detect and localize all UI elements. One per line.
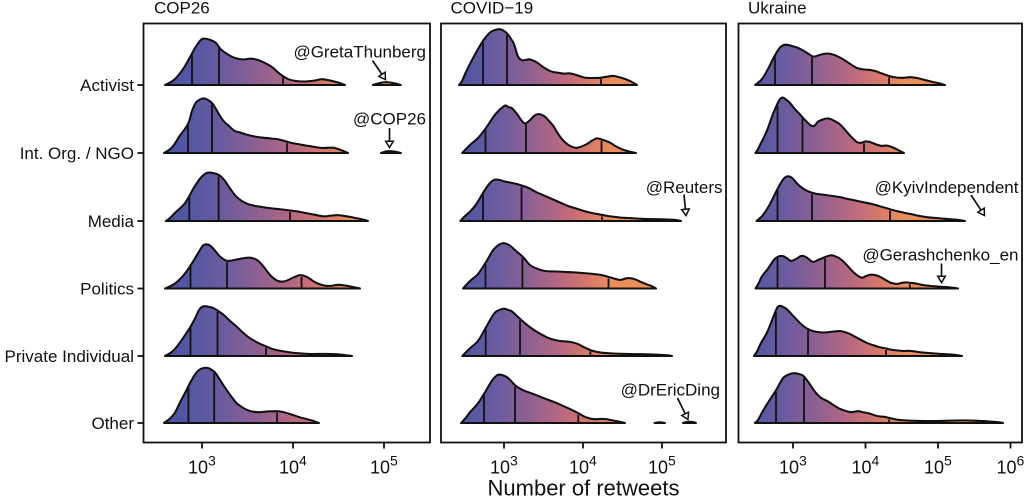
svg-text:@DrEricDing: @DrEricDing <box>621 381 720 400</box>
svg-text:Media: Media <box>88 212 135 231</box>
svg-text:Number of retweets: Number of retweets <box>488 476 680 500</box>
svg-text:Int. Org. / NGO: Int. Org. / NGO <box>20 144 134 163</box>
svg-text:Ukraine: Ukraine <box>748 0 807 18</box>
svg-text:Other: Other <box>91 414 134 433</box>
svg-text:COP26: COP26 <box>154 0 210 18</box>
svg-text:@Gerashchenko_en: @Gerashchenko_en <box>862 246 1018 265</box>
svg-text:@Reuters: @Reuters <box>646 178 723 197</box>
svg-text:@GretaThunberg: @GretaThunberg <box>293 43 426 62</box>
svg-text:@COP26: @COP26 <box>353 110 426 129</box>
svg-text:Politics: Politics <box>80 280 134 299</box>
svg-text:COVID−19: COVID−19 <box>451 0 534 18</box>
svg-text:Activist: Activist <box>80 76 134 95</box>
svg-text:Private Individual: Private Individual <box>5 347 134 366</box>
svg-text:@KyivIndependent: @KyivIndependent <box>875 178 1019 197</box>
